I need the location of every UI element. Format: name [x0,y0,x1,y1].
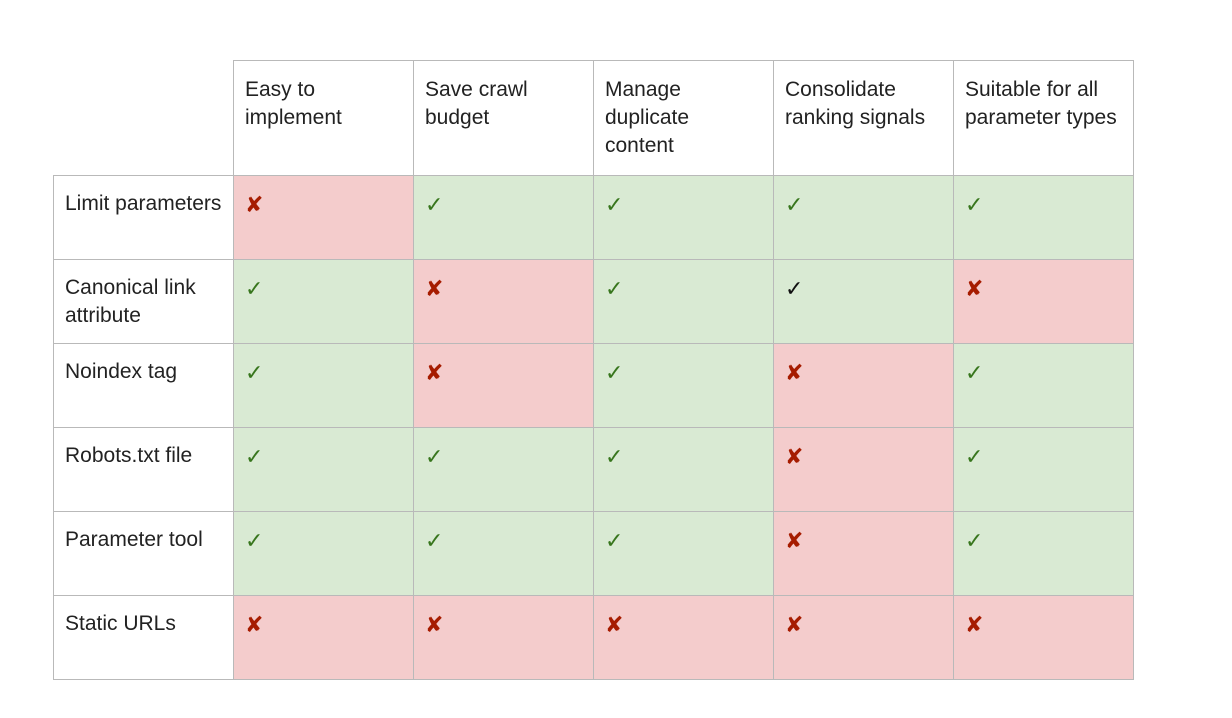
cross-icon: ✘ [425,277,444,302]
column-header: Consolidate ranking signals [773,60,954,176]
table-cell: ✘ [413,595,594,680]
column-header: Manage duplicate content [593,60,774,176]
cross-icon: ✘ [245,193,264,218]
cross-icon: ✘ [785,613,804,638]
check-icon: ✓ [245,529,264,554]
check-icon: ✓ [245,361,264,386]
table-cell: ✓ [953,343,1134,428]
table-cell: ✓ [953,427,1134,512]
column-header: Easy to implement [233,60,414,176]
check-icon: ✓ [965,193,984,218]
table-cell: ✓ [413,511,594,596]
column-header: Suitable for all parameter types [953,60,1134,176]
table-cell: ✘ [773,511,954,596]
cross-icon: ✘ [785,445,804,470]
check-icon: ✓ [605,361,624,386]
table-row: Robots.txt file ✓ ✓ ✓ ✘ ✓ [53,427,1134,512]
row-label: Canonical link attribute [53,259,234,344]
cross-icon: ✘ [605,613,624,638]
row-label: Parameter tool [53,511,234,596]
table-row: Canonical link attribute ✓ ✘ ✓ ✓ ✘ [53,259,1134,344]
row-label: Noindex tag [53,343,234,428]
table-cell: ✓ [233,427,414,512]
check-icon: ✓ [785,277,804,302]
row-label: Robots.txt file [53,427,234,512]
table-cell: ✘ [953,259,1134,344]
table-row: Static URLs ✘ ✘ ✘ ✘ ✘ [53,595,1134,680]
check-icon: ✓ [605,445,624,470]
check-icon: ✓ [965,529,984,554]
cross-icon: ✘ [965,613,984,638]
table-row: Parameter tool ✓ ✓ ✓ ✘ ✓ [53,511,1134,596]
comparison-table: Easy to implement Save crawl budget Mana… [53,60,1134,680]
check-icon: ✓ [965,361,984,386]
table-cell: ✘ [413,343,594,428]
table-cell: ✘ [413,259,594,344]
table-cell: ✓ [413,175,594,260]
check-icon: ✓ [425,193,444,218]
table-cell: ✓ [233,343,414,428]
table-cell: ✓ [233,511,414,596]
check-icon: ✓ [605,277,624,302]
table-cell: ✘ [593,595,774,680]
check-icon: ✓ [245,445,264,470]
check-icon: ✓ [425,445,444,470]
table-cell: ✘ [773,595,954,680]
table-row: Limit parameters ✘ ✓ ✓ ✓ ✓ [53,175,1134,260]
table-cell: ✘ [953,595,1134,680]
cross-icon: ✘ [425,361,444,386]
cross-icon: ✘ [785,529,804,554]
row-label: Static URLs [53,595,234,680]
cross-icon: ✘ [965,277,984,302]
header-row: Easy to implement Save crawl budget Mana… [53,60,1134,176]
check-icon: ✓ [245,277,264,302]
table-cell: ✓ [953,511,1134,596]
table-cell: ✓ [773,175,954,260]
table-cell: ✓ [593,259,774,344]
table-cell: ✓ [593,343,774,428]
table-cell: ✘ [773,343,954,428]
cross-icon: ✘ [245,613,264,638]
check-icon: ✓ [965,445,984,470]
table-cell: ✓ [413,427,594,512]
check-icon: ✓ [425,529,444,554]
table-cell: ✘ [773,427,954,512]
table-cell: ✘ [233,595,414,680]
table-cell: ✓ [233,259,414,344]
check-icon: ✓ [605,193,624,218]
cross-icon: ✘ [425,613,444,638]
table-cell: ✓ [593,427,774,512]
check-icon: ✓ [605,529,624,554]
table-cell: ✓ [953,175,1134,260]
table-cell: ✓ [773,259,954,344]
column-header: Save crawl budget [413,60,594,176]
table-cell: ✓ [593,175,774,260]
corner-cell [53,60,234,176]
table-cell: ✘ [233,175,414,260]
cross-icon: ✘ [785,361,804,386]
row-label: Limit parameters [53,175,234,260]
check-icon: ✓ [785,193,804,218]
table-row: Noindex tag ✓ ✘ ✓ ✘ ✓ [53,343,1134,428]
table-cell: ✓ [593,511,774,596]
